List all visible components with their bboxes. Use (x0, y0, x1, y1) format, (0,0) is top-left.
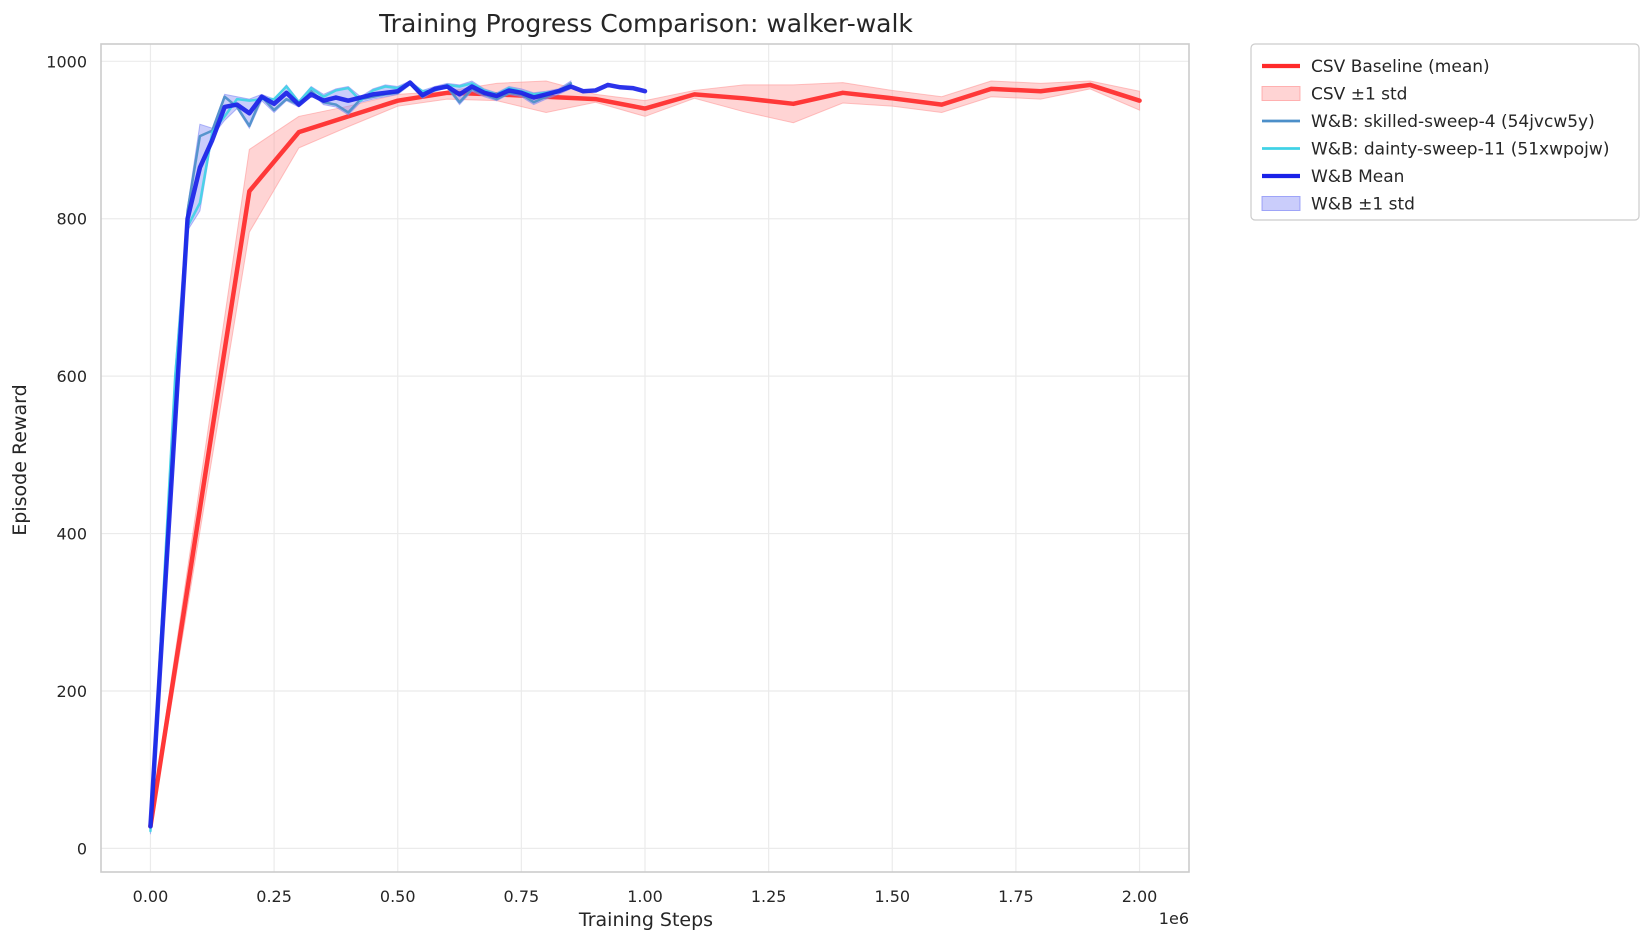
y-tick-label: 800 (56, 210, 87, 229)
data-layer (148, 80, 1142, 835)
legend-entry: W&B Mean (1262, 167, 1404, 187)
legend-label: W&B Mean (1311, 167, 1404, 187)
x-tick-label: 1.25 (751, 887, 787, 906)
x-tick-label: 0.25 (256, 887, 292, 906)
plot-area: 0.00 0.25 0.50 0.75 1.00 1.25 1.50 1.75 2.00 0 200… (46, 43, 1190, 906)
x-tick-label: 1.75 (998, 887, 1034, 906)
series-line-csv-baseline-mean- (148, 82, 1142, 829)
x-axis-offset-label: 1e6 (1159, 909, 1189, 928)
legend-box (1250, 43, 1640, 221)
legend-entry: CSV ±1 std (1261, 85, 1407, 105)
legend-swatch (1261, 86, 1301, 101)
legend-entry: W&B: dainty-sweep-11 (51xwpojw) (1262, 140, 1609, 160)
x-tick-label: 1.00 (627, 887, 663, 906)
y-tick-label: 400 (56, 525, 87, 544)
y-tick-label: 0 (77, 839, 87, 858)
legend-entry: CSV Baseline (mean) (1262, 57, 1490, 77)
legend-entry: W&B ±1 std (1261, 195, 1415, 215)
chart-title: Training Progress Comparison: walker-wal… (378, 9, 913, 38)
y-tick-label: 200 (56, 682, 87, 701)
x-tick-label: 0.00 (133, 887, 169, 906)
y-tick-label: 600 (56, 367, 87, 386)
legend-label: W&B ±1 std (1311, 195, 1415, 215)
y-tick-label: 1000 (46, 52, 87, 71)
legend-swatch (1261, 196, 1301, 211)
legend-label: W&B: dainty-sweep-11 (51xwpojw) (1311, 140, 1609, 160)
plot-frame (100, 43, 1190, 873)
x-tick-label: 0.50 (380, 887, 416, 906)
x-tick-label: 1.50 (874, 887, 910, 906)
y-axis-label: Episode Reward (9, 384, 31, 535)
band-csv-1-std (149, 80, 1141, 832)
legend-label: CSV ±1 std (1311, 85, 1407, 105)
x-tick-label: 2.00 (1122, 887, 1158, 906)
series-line-w-b-mean (148, 80, 648, 829)
legend-entry: W&B: skilled-sweep-4 (54jvcw5y) (1262, 112, 1595, 132)
legend: CSV Baseline (mean) CSV ±1 std W&B: skille… (1250, 43, 1640, 221)
legend-label: CSV Baseline (mean) (1311, 57, 1490, 77)
legend-label: W&B: skilled-sweep-4 (54jvcw5y) (1311, 112, 1595, 132)
x-tick-label: 0.75 (504, 887, 540, 906)
x-axis-label: Training Steps (578, 909, 713, 931)
